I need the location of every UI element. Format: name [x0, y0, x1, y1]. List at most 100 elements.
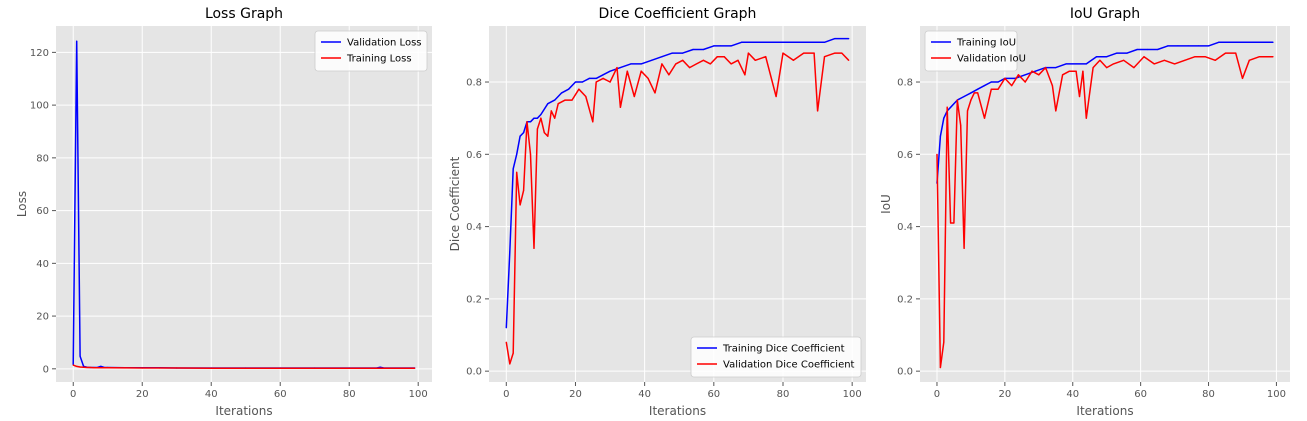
data-point	[1092, 66, 1094, 69]
data-point	[834, 52, 836, 54]
data-point	[141, 367, 143, 369]
data-point	[939, 135, 941, 137]
legend-label: Training Dice Coefficient	[722, 344, 845, 355]
data-point	[716, 56, 718, 58]
x-tick-label: 100	[843, 389, 862, 400]
data-point	[943, 117, 945, 119]
data-point	[816, 110, 819, 112]
data-point	[730, 63, 732, 65]
data-point	[1177, 45, 1179, 47]
data-point	[522, 132, 525, 134]
data-point	[79, 355, 81, 357]
data-point	[1258, 56, 1261, 58]
data-point	[977, 92, 979, 94]
data-point	[1055, 110, 1057, 112]
data-point	[533, 247, 535, 249]
y-axis-label: Loss	[15, 191, 29, 217]
data-point	[1095, 56, 1098, 58]
data-point	[414, 367, 416, 369]
data-point	[946, 106, 948, 108]
data-point	[86, 366, 88, 369]
y-tick-label: 0.6	[897, 150, 913, 161]
data-point	[997, 88, 999, 90]
x-axis-label: Iterations	[1076, 404, 1133, 418]
y-tick-label: 20	[36, 312, 49, 323]
legend-box	[314, 30, 428, 72]
data-point	[695, 63, 698, 65]
data-point	[82, 366, 85, 368]
data-point	[1017, 74, 1020, 76]
data-point	[1075, 63, 1077, 65]
data-point	[1123, 59, 1125, 61]
data-point	[1055, 66, 1057, 69]
data-point	[554, 117, 556, 119]
data-point	[516, 171, 518, 173]
data-point	[1085, 63, 1087, 65]
data-point	[747, 52, 750, 54]
data-point	[1272, 56, 1274, 58]
data-point	[823, 41, 826, 43]
x-tick-label: 0	[70, 389, 76, 400]
data-point	[619, 66, 622, 69]
data-point	[1241, 77, 1244, 80]
data-point	[1218, 41, 1220, 43]
data-point	[519, 135, 521, 137]
series-line-validation-iou	[936, 52, 1273, 369]
data-point	[595, 77, 597, 80]
data-point	[1011, 85, 1013, 87]
series-points-training-loss	[72, 364, 416, 369]
data-point	[1106, 66, 1108, 69]
data-point	[100, 367, 102, 369]
data-point	[176, 367, 178, 369]
x-tick-label: 100	[1267, 389, 1286, 400]
data-point	[543, 132, 545, 134]
data-point	[595, 81, 597, 83]
data-point	[970, 99, 972, 101]
data-point	[661, 56, 663, 58]
data-point	[564, 99, 566, 101]
data-point	[602, 77, 604, 80]
data-point	[529, 153, 532, 155]
data-point	[509, 251, 511, 253]
data-point	[72, 364, 74, 366]
x-tick-label: 80	[1202, 389, 1215, 400]
data-point	[782, 41, 784, 43]
data-point	[939, 366, 941, 369]
x-tick-label: 100	[409, 389, 428, 400]
data-point	[1265, 56, 1267, 58]
x-tick-label: 80	[777, 389, 790, 400]
data-point	[619, 106, 622, 108]
data-point	[630, 63, 632, 65]
data-point	[512, 168, 514, 170]
data-point	[671, 52, 673, 54]
series-points-validation-dice-coefficient	[505, 52, 850, 365]
y-tick-label: 40	[36, 259, 49, 270]
data-point	[1146, 48, 1149, 51]
data-point	[730, 45, 732, 47]
data-point	[540, 113, 542, 116]
data-point	[1051, 85, 1053, 87]
data-point	[723, 56, 725, 58]
data-point	[1173, 63, 1176, 65]
data-point	[1004, 77, 1006, 80]
data-point	[602, 74, 604, 76]
data-point	[1187, 45, 1189, 47]
data-point	[702, 48, 705, 51]
data-point	[1207, 45, 1210, 47]
data-point	[536, 117, 539, 119]
data-point	[526, 121, 528, 123]
data-point	[592, 121, 594, 123]
data-point	[689, 66, 691, 69]
data-point	[79, 366, 81, 368]
x-tick-label: 20	[569, 389, 582, 400]
data-point	[1112, 63, 1115, 65]
data-point	[633, 95, 635, 98]
data-point	[509, 363, 511, 365]
plot-area	[920, 26, 1290, 382]
data-point	[1116, 52, 1118, 54]
data-point	[100, 365, 102, 368]
y-tick-label: 0.4	[466, 222, 482, 233]
x-tick-label: 0	[934, 389, 940, 400]
data-point	[949, 222, 952, 224]
